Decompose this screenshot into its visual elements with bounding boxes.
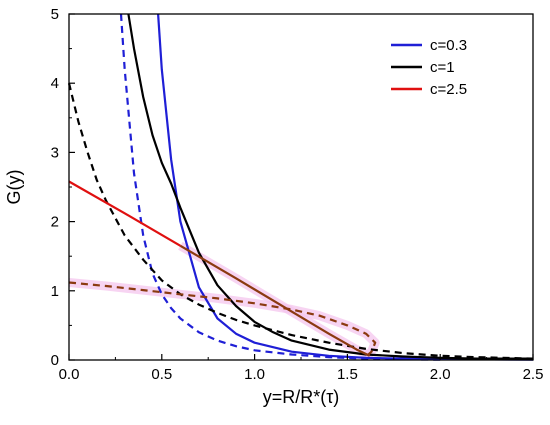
legend: c=0.3 c=1 c=2.5 [391, 37, 467, 98]
legend-label-c-1: c=1 [430, 59, 455, 76]
series-layer [67, 13, 534, 361]
legend-label-c-0-3: c=0.3 [430, 37, 467, 54]
x-tick-label: 2.0 [430, 366, 451, 383]
highlight-layer [68, 241, 380, 360]
x-tick-label: 1.0 [244, 366, 265, 383]
ticks-layer: 0.0 0.5 1.0 1.5 2.0 2.5 0 1 2 3 4 5 [51, 6, 544, 383]
y-tick-label: 2 [51, 214, 59, 231]
x-tick-label: 1.5 [337, 366, 358, 383]
y-tick-label: 5 [51, 6, 59, 23]
series-line-2 [127, 13, 533, 360]
x-tick-label: 0.5 [151, 366, 172, 383]
y-tick-label: 4 [51, 75, 59, 92]
y-tick-label: 0 [51, 352, 59, 369]
series-line-5 [179, 244, 371, 357]
series-line-1 [119, 13, 441, 361]
series-line-4 [68, 180, 181, 247]
series-line-3 [67, 82, 534, 360]
series-glow-6 [68, 278, 380, 360]
series-line-6 [68, 281, 377, 358]
x-tick-label: 0.0 [59, 366, 80, 383]
y-axis-label: G(y) [4, 170, 24, 205]
legend-label-c-2-5: c=2.5 [430, 81, 467, 98]
x-axis-label: y=R/R*(τ) [263, 387, 340, 407]
x-tick-label: 2.5 [523, 366, 544, 383]
series-line-0 [157, 13, 534, 361]
y-tick-label: 3 [51, 144, 59, 161]
y-tick-label: 1 [51, 283, 59, 300]
